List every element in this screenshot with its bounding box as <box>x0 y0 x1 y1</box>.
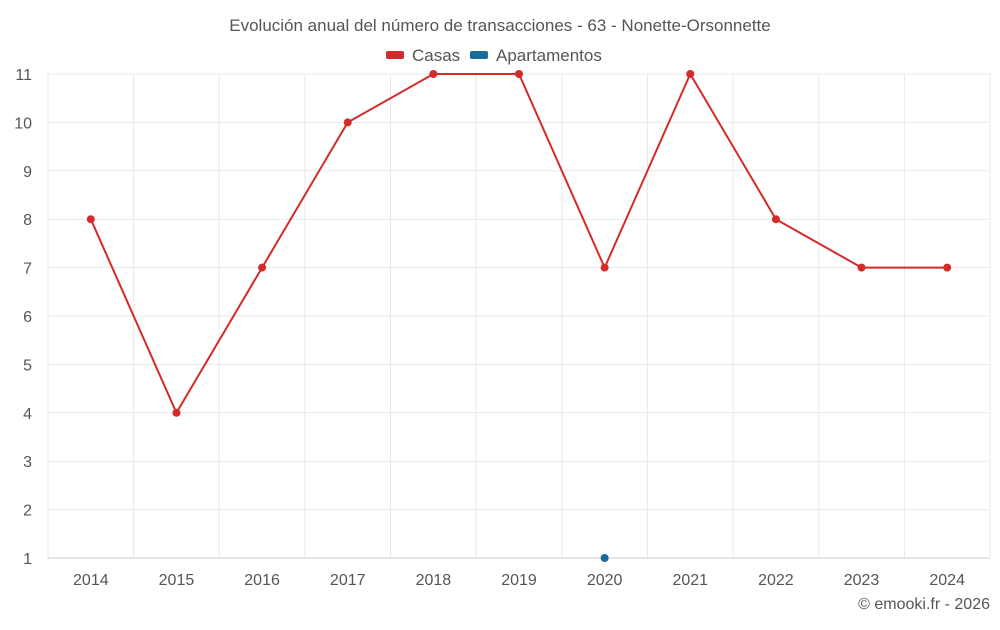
x-tick-label: 2018 <box>416 572 452 589</box>
x-tick-label: 2020 <box>587 572 623 589</box>
data-point[interactable] <box>172 408 181 417</box>
series-layer <box>86 70 952 562</box>
data-point[interactable] <box>686 70 695 78</box>
x-tick-label: 2022 <box>758 572 794 589</box>
data-point[interactable] <box>600 263 609 272</box>
y-tick-label: 5 <box>23 357 32 374</box>
x-tick-label: 2016 <box>244 572 280 589</box>
legend-swatch-casas <box>386 51 404 59</box>
legend-item-casas[interactable]: Casas <box>386 46 460 65</box>
y-tick-label: 8 <box>23 212 32 229</box>
x-tick-label: 2015 <box>159 572 195 589</box>
y-tick-label: 11 <box>15 67 32 84</box>
legend-label-apartamentos: Apartamentos <box>496 46 602 65</box>
y-tick-label: 9 <box>23 164 32 181</box>
data-point[interactable] <box>343 118 352 127</box>
data-point[interactable] <box>943 263 952 272</box>
series-apartamentos <box>600 554 609 562</box>
axes: 1 2 3 4 5 6 7 8 9 10 11 2014 2015 2016 2017 2018 2019 202… <box>14 67 990 589</box>
x-tick-label: 2019 <box>501 572 537 589</box>
legend: Casas Apartamentos <box>386 46 602 65</box>
grid <box>47 73 991 558</box>
y-tick-label: 2 <box>23 503 32 520</box>
y-tick-label: 10 <box>14 115 32 132</box>
data-point[interactable] <box>258 263 267 272</box>
data-point[interactable] <box>600 554 609 562</box>
x-tick-label: 2024 <box>929 572 965 589</box>
x-tick-label: 2017 <box>330 572 366 589</box>
chart-title: Evolución anual del número de transaccio… <box>229 16 770 35</box>
data-point[interactable] <box>86 215 95 224</box>
x-tick-label: 2021 <box>672 572 708 589</box>
legend-label-casas: Casas <box>412 46 460 65</box>
data-point[interactable] <box>771 215 780 224</box>
y-tick-label: 1 <box>23 551 32 568</box>
legend-swatch-apartamentos <box>470 51 488 59</box>
y-tick-label: 6 <box>23 309 32 326</box>
data-point[interactable] <box>515 70 523 78</box>
y-tick-label: 3 <box>23 454 32 471</box>
legend-item-apartamentos[interactable]: Apartamentos <box>470 46 602 65</box>
credit-text: © emooki.fr - 2026 <box>858 596 990 613</box>
x-tick-label: 2023 <box>844 572 880 589</box>
x-tick-label: 2014 <box>73 572 109 589</box>
data-point[interactable] <box>857 263 866 272</box>
data-point[interactable] <box>429 70 438 78</box>
series-casas <box>86 70 952 417</box>
y-tick-label: 4 <box>23 406 32 423</box>
y-tick-label: 7 <box>23 261 32 278</box>
